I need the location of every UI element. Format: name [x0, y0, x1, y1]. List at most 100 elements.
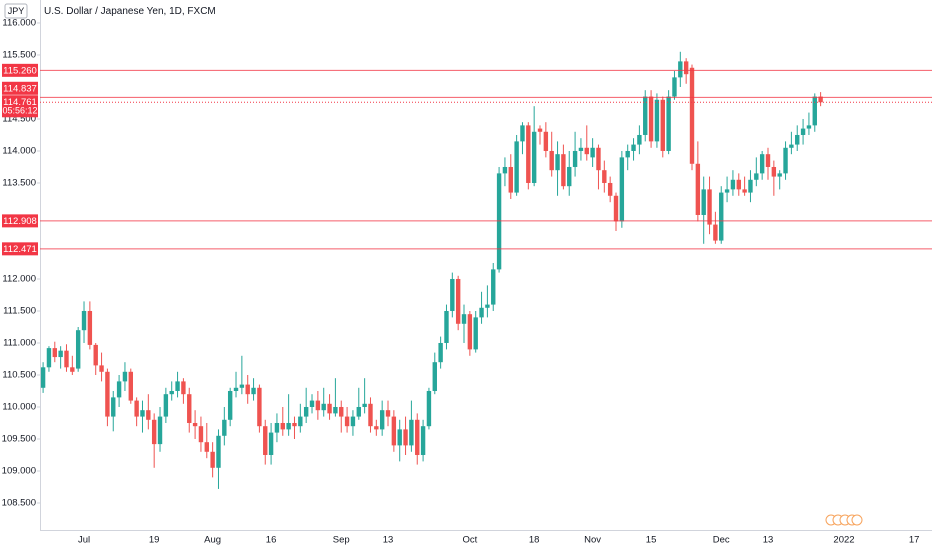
candle-body [175, 381, 180, 391]
x-tick-label: 16 [266, 535, 277, 546]
candle-body [198, 426, 204, 443]
candle-body [187, 394, 192, 423]
price-level-label: 115.260 [3, 65, 37, 76]
candle-body [765, 154, 771, 167]
chart-title: U.S. Dollar / Japanese Yen, 1D, FXCM [44, 6, 216, 17]
candle-body [561, 154, 566, 187]
candle-body [374, 426, 379, 430]
y-tick-label: 109.500 [2, 434, 36, 445]
symbol[interactable]: JPY [8, 6, 25, 16]
candle-body [800, 128, 806, 135]
candle-body [344, 416, 350, 427]
candle-body [485, 304, 490, 308]
candle-body [181, 381, 186, 395]
candle-body [491, 269, 496, 305]
event-icon[interactable] [851, 514, 863, 526]
candle-body [157, 416, 163, 445]
candle-body [263, 426, 268, 455]
candle-body [467, 314, 473, 350]
candle-body [169, 390, 174, 395]
candle-body [701, 189, 706, 215]
price-level-label: 114.837 [3, 83, 37, 94]
x-tick-label: Nov [584, 535, 601, 546]
candle-body [438, 342, 443, 363]
y-tick-label: 116.000 [2, 17, 36, 28]
y-tick-label: 110.000 [2, 402, 36, 413]
candle-body [93, 344, 98, 366]
candle-body [549, 150, 554, 171]
x-tick-label: 2022 [833, 535, 854, 546]
candle-body [672, 77, 677, 97]
y-tick-label: 111.000 [3, 338, 36, 349]
candle-body [251, 387, 256, 395]
candle-body [216, 435, 221, 468]
candle-body [245, 384, 250, 395]
candle-body [759, 154, 765, 174]
candle-body [391, 416, 397, 446]
candle-body [496, 173, 502, 270]
candle-body [754, 173, 759, 180]
candle-body [444, 310, 449, 343]
candle-body [789, 144, 794, 148]
candle-body [379, 410, 385, 430]
candle-body [257, 387, 262, 427]
candle-body [783, 147, 788, 174]
x-tick-label: 18 [529, 535, 540, 546]
candle-body [678, 61, 683, 78]
candle-body [309, 400, 315, 407]
candle-body [140, 410, 145, 417]
x-tick-label: 13 [383, 535, 394, 546]
price-level-label-box [2, 242, 38, 256]
candle-body [596, 147, 601, 171]
event-icons[interactable] [825, 514, 863, 526]
price-level-label-box [2, 81, 38, 95]
candle-body [742, 189, 747, 193]
candle-body [748, 179, 753, 193]
x-tick-label: 13 [763, 535, 774, 546]
candle-body [572, 150, 578, 167]
price-level-label-box [2, 214, 38, 228]
candle-body [689, 67, 695, 164]
candle-body [122, 371, 128, 382]
candle-body [567, 166, 572, 187]
candle-body [683, 61, 689, 75]
candle-body [362, 403, 367, 407]
candle-body [543, 131, 549, 151]
candle-body [280, 422, 285, 430]
candle-body [613, 195, 619, 222]
candle-body [339, 406, 344, 417]
candle-body [58, 350, 63, 358]
candle-body [531, 131, 537, 183]
y-tick-label: 109.000 [2, 466, 36, 477]
candle-body [812, 96, 817, 126]
candle-body [204, 442, 209, 452]
candle-body [227, 390, 233, 420]
symbol-box[interactable] [4, 3, 28, 19]
x-tick-label: 15 [646, 535, 657, 546]
candle-body [654, 99, 660, 142]
x-tick-label: 17 [909, 535, 920, 546]
x-tick-label: 19 [149, 535, 160, 546]
candle-body [450, 278, 455, 311]
candle-body [526, 125, 531, 183]
candle-body [771, 166, 777, 177]
candle-body [315, 400, 321, 411]
candle-body [537, 128, 543, 132]
candle-body [806, 125, 812, 129]
candle-body [403, 429, 408, 446]
y-tick-label: 113.500 [2, 177, 36, 188]
candle-body [210, 451, 215, 468]
candle-body [151, 419, 157, 445]
candle-body [420, 426, 426, 455]
candle-body [239, 384, 245, 388]
candle-body [385, 410, 391, 417]
x-tick-label: Jul [78, 535, 90, 546]
candle-body [163, 394, 169, 417]
candle-body [327, 403, 332, 414]
y-tick-label: 114.500 [2, 113, 36, 124]
y-tick-label: 110.500 [2, 370, 36, 381]
candle-body [397, 429, 402, 446]
candle-body [555, 154, 560, 171]
x-tick-label: Sep [333, 535, 350, 546]
